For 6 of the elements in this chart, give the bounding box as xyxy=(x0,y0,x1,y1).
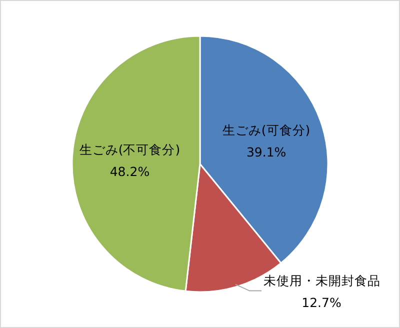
data-label: 48.2% xyxy=(110,164,150,180)
data-label: 12.7% xyxy=(302,294,342,310)
slice-label: 生ごみ(不可食分) xyxy=(79,142,180,158)
data-label: 39.1% xyxy=(246,144,286,160)
slice-label: 生ごみ(可食分) xyxy=(222,122,310,138)
slice-label: 未使用・未開封食品 xyxy=(264,272,381,288)
